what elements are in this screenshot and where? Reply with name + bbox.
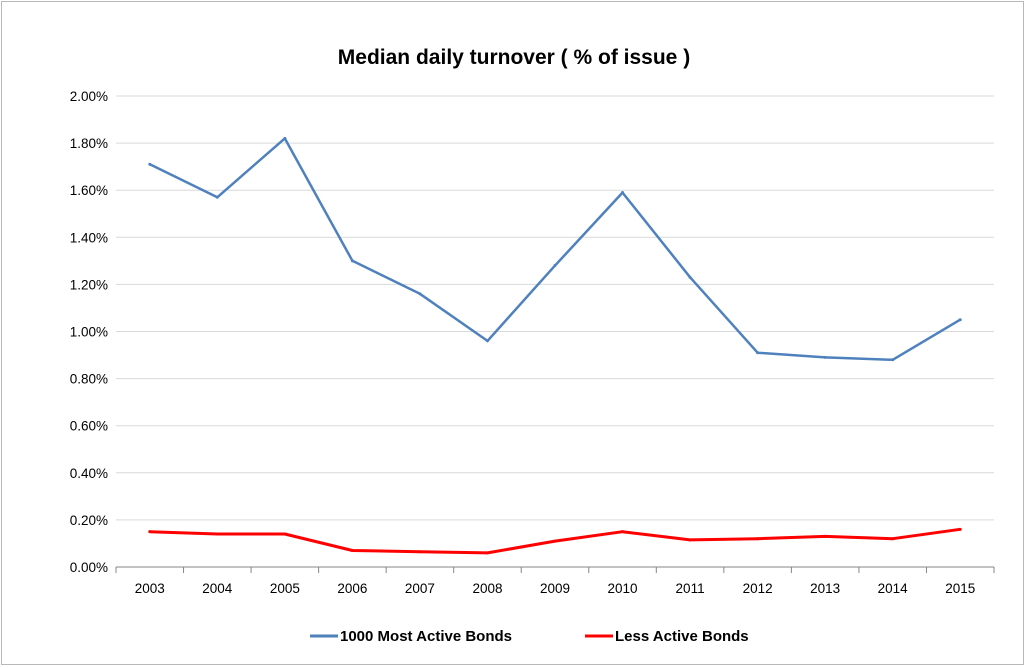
legend-label: Less Active Bonds <box>615 628 749 645</box>
data-point <box>418 550 422 554</box>
x-tick-label: 2003 <box>135 581 165 596</box>
y-tick-label: 1.80% <box>70 136 108 151</box>
y-tick-label: 0.60% <box>70 419 108 434</box>
x-tick-label: 2004 <box>202 581 233 596</box>
data-point <box>823 534 827 538</box>
data-point <box>553 539 557 543</box>
data-point <box>891 358 895 362</box>
data-point <box>621 191 625 195</box>
x-tick-label: 2012 <box>743 581 773 596</box>
x-tick-label: 2009 <box>540 581 570 596</box>
x-tick-label: 2014 <box>878 581 909 596</box>
y-tick-label: 2.00% <box>70 89 108 104</box>
x-tick-label: 2011 <box>676 581 705 596</box>
x-tick-label: 2005 <box>270 581 300 596</box>
y-tick-label: 1.20% <box>70 277 108 292</box>
gridlines <box>116 95 994 568</box>
x-tick-label: 2015 <box>945 581 975 596</box>
data-point <box>958 318 962 322</box>
data-point <box>621 530 625 534</box>
data-point <box>148 530 152 534</box>
x-tick-label: 2007 <box>405 581 435 596</box>
data-point <box>485 551 489 555</box>
data-point <box>283 136 287 140</box>
series-line-1 <box>149 137 961 362</box>
data-point <box>891 537 895 541</box>
y-tick-label: 1.60% <box>70 183 108 198</box>
x-tick-label: 2006 <box>337 581 367 596</box>
data-point <box>756 537 760 541</box>
series-lines <box>148 136 962 555</box>
data-point <box>958 527 962 531</box>
x-axis-ticks: 2003 2004 2005 2006 2007 2008 2009 2010 2011 2012… <box>115 567 995 596</box>
y-tick-label: 0.00% <box>70 560 108 575</box>
data-point <box>215 532 219 536</box>
data-point <box>283 532 287 536</box>
chart-title: Median daily turnover ( % of issue ) <box>338 46 690 69</box>
data-point <box>485 339 489 343</box>
legend: 1000 Most Active Bonds Less Active Bonds <box>310 628 749 645</box>
legend-label: 1000 Most Active Bonds <box>340 628 512 645</box>
data-point <box>350 549 354 553</box>
data-point <box>148 162 152 166</box>
x-tick-label: 2008 <box>472 581 502 596</box>
data-point <box>688 538 692 542</box>
y-tick-label: 1.40% <box>70 230 108 245</box>
y-tick-label: 0.40% <box>70 466 108 481</box>
data-point <box>823 355 827 359</box>
data-point <box>350 259 354 263</box>
y-tick-label: 0.20% <box>70 513 108 528</box>
y-tick-label: 0.80% <box>70 372 108 387</box>
x-tick-label: 2013 <box>810 581 840 596</box>
x-tick-label: 2010 <box>608 581 638 596</box>
data-point <box>756 351 760 355</box>
data-point <box>418 292 422 296</box>
y-tick-label: 1.00% <box>70 325 108 340</box>
y-axis-ticks: 0.00% 0.20% 0.40% 0.60% 0.80% 1.00% 1.20% 1.40%… <box>70 89 108 575</box>
data-point <box>553 264 557 268</box>
data-point <box>215 195 219 199</box>
data-point <box>688 275 692 279</box>
